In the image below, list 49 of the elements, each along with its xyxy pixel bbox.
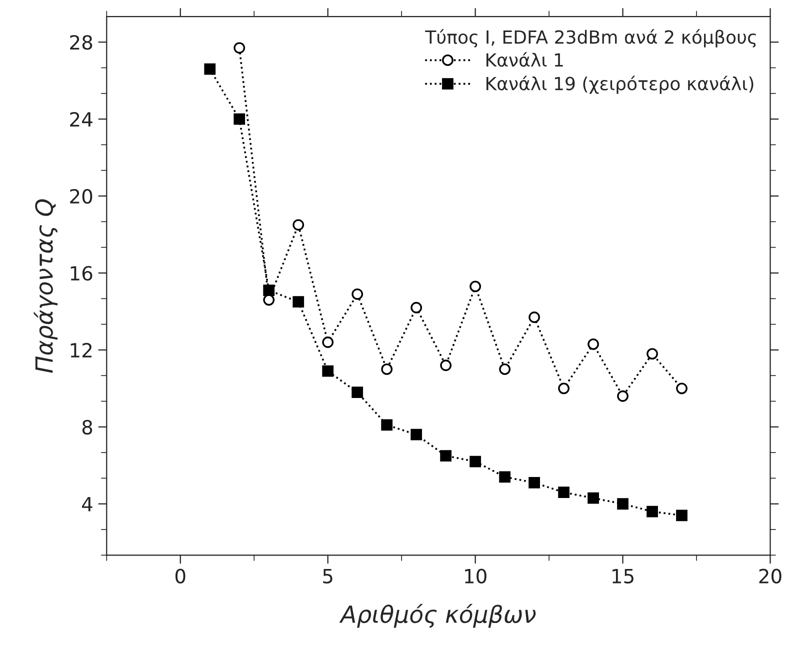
y-tick-label: 28 <box>70 35 92 50</box>
y-tick-label: 8 <box>82 420 92 435</box>
point <box>292 219 304 231</box>
y-tick-label: 4 <box>82 497 92 512</box>
point <box>558 382 570 394</box>
point <box>440 450 452 462</box>
x-axis-title: Αριθμός κόμβων <box>339 604 536 628</box>
point <box>440 360 452 372</box>
y-tick-label: 12 <box>70 342 92 358</box>
point <box>588 338 599 350</box>
point <box>381 363 393 375</box>
point <box>617 498 628 510</box>
y-tick-label: 20 <box>70 188 92 204</box>
x-tick-label: 0 <box>175 568 186 584</box>
point <box>352 386 364 398</box>
point <box>528 477 540 488</box>
point <box>234 113 246 125</box>
y-axis-title: Παράγοντας Q <box>34 199 58 373</box>
legend-label: Κανάλι 1 <box>486 52 563 67</box>
x-tick-label: 15 <box>612 569 634 584</box>
x-tick-label: 5 <box>323 569 332 584</box>
point <box>558 486 570 498</box>
point <box>234 42 246 54</box>
legend-label: Κανάλι 19 (χειρότερο κανάλι) <box>486 76 754 94</box>
point <box>499 363 511 375</box>
y-tick-label: 24 <box>70 112 92 126</box>
point <box>381 419 393 431</box>
x-tick-label: 20 <box>759 568 782 584</box>
point <box>646 348 658 360</box>
point <box>646 506 658 518</box>
y-tick-label: 16 <box>70 266 92 281</box>
point <box>499 471 511 483</box>
point <box>204 63 216 75</box>
point <box>352 288 364 300</box>
point <box>410 428 422 440</box>
point <box>676 382 688 394</box>
point <box>617 390 628 402</box>
x-tick-label: 10 <box>465 568 486 584</box>
point <box>676 510 688 522</box>
point <box>588 492 599 504</box>
point <box>470 280 482 292</box>
point <box>322 336 334 348</box>
point <box>263 284 275 296</box>
point <box>410 302 422 314</box>
point <box>528 312 540 323</box>
point <box>322 365 334 377</box>
legend-title: Τύπος Ι, EDFA 23dBm ανά 2 κόμβους <box>425 29 756 48</box>
point <box>292 296 304 308</box>
point <box>470 456 482 468</box>
